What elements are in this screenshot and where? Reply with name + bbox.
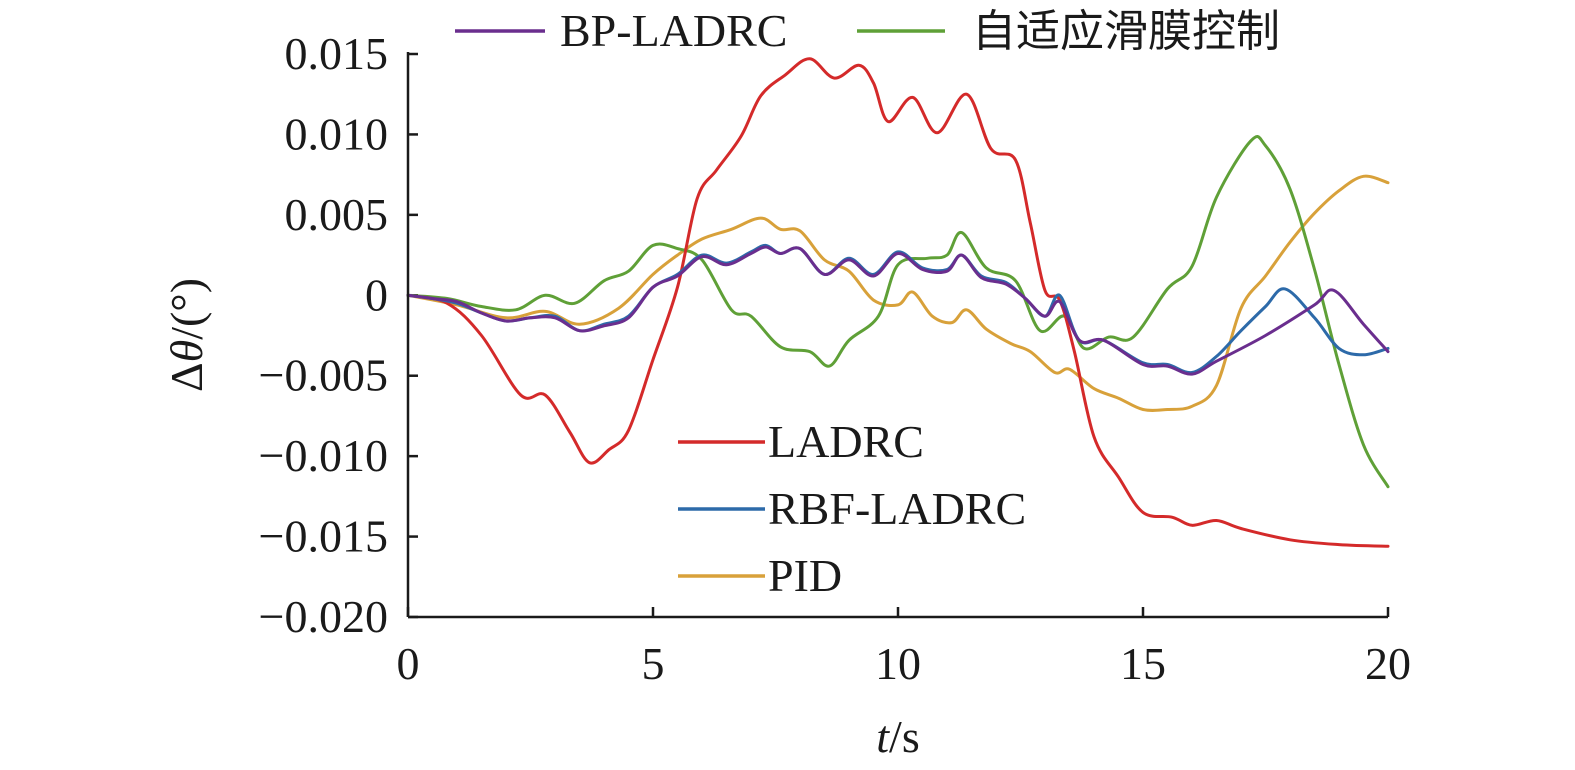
legend-label: 自适应滑膜控制 — [972, 6, 1280, 57]
series-line-PID — [406, 174, 1390, 412]
x-tick-label: 20 — [1365, 638, 1411, 689]
legend-item: RBF-LADRC — [678, 483, 1026, 534]
y-axis-title: Δθ/(°) — [161, 278, 212, 392]
series-line-BP-LADRC — [406, 245, 1390, 376]
y-tick-label: −0.015 — [259, 511, 388, 562]
x-tick-label: 5 — [642, 638, 665, 689]
legend-item: BP-LADRC — [455, 5, 787, 56]
y-tick-label: 0.010 — [285, 108, 389, 159]
series-group — [406, 57, 1390, 548]
x-tick-label: 10 — [875, 638, 921, 689]
y-tick-label: −0.020 — [259, 591, 388, 642]
x-tick-label: 0 — [397, 638, 420, 689]
x-axis-title: t/s — [876, 711, 919, 762]
legend-label: PID — [768, 550, 842, 601]
legend-label: BP-LADRC — [560, 5, 787, 56]
y-tick-label: −0.010 — [259, 430, 388, 481]
x-tick-label: 15 — [1120, 638, 1166, 689]
legend: BP-LADRC 自适应滑膜控制 LADRC RBF-LADRC PID — [455, 5, 1280, 601]
legend-item: LADRC — [678, 416, 924, 467]
series-line-自适应滑膜控制 — [406, 135, 1390, 489]
legend-item: 自适应滑膜控制 — [857, 6, 1280, 57]
y-tick-label: 0.015 — [285, 28, 389, 79]
series-line-LADRC — [406, 57, 1390, 548]
legend-label: RBF-LADRC — [768, 483, 1026, 534]
legend-label: LADRC — [768, 416, 924, 467]
legend-item: PID — [678, 550, 842, 601]
y-tick-label: 0.005 — [285, 189, 389, 240]
y-tick-label: −0.005 — [259, 350, 388, 401]
y-tick-label: 0 — [365, 269, 388, 320]
axis-ticks: −0.020 −0.015 −0.010 −0.005 0 0.005 0.010 0.015… — [259, 28, 1411, 689]
